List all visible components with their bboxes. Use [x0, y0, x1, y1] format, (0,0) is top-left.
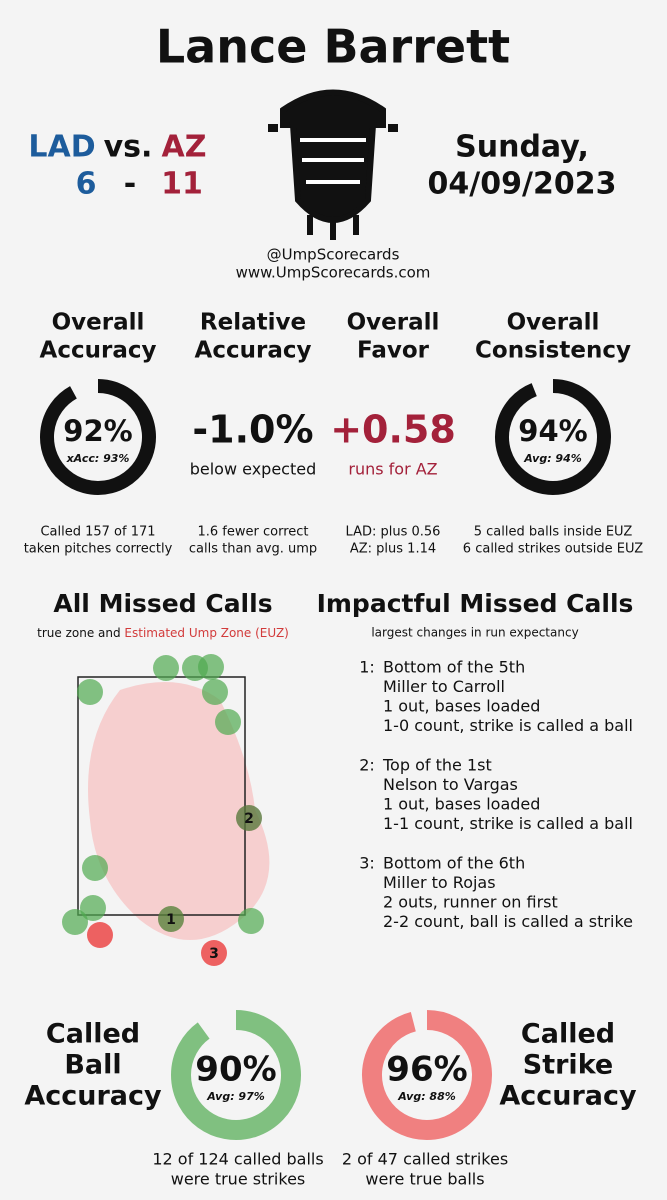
text: calls than avg. ump: [189, 542, 317, 557]
away-score: 6: [76, 167, 97, 202]
dot: [215, 709, 241, 735]
text: xAcc: 93%: [66, 452, 130, 465]
impactful-subtitle: largest changes in run expectancy: [371, 626, 578, 640]
text: Nelson to Vargas: [383, 775, 518, 794]
text: Miller to Carroll: [383, 677, 505, 696]
text: Called: [46, 1019, 140, 1050]
away-team: LAD: [28, 130, 95, 165]
text: Top of the 1st: [382, 756, 492, 775]
vs: vs.: [104, 130, 153, 165]
text: Consistency: [475, 338, 631, 364]
text: Favor: [357, 338, 430, 364]
text: Accuracy: [195, 338, 312, 364]
text: taken pitches correctly: [24, 542, 173, 557]
text: Accuracy: [499, 1081, 637, 1112]
date: 04/09/2023: [428, 167, 617, 202]
text: 1-1 count, strike is called a ball: [383, 814, 633, 833]
text: Bottom of the 6th: [383, 854, 525, 873]
text: 90%: [195, 1050, 276, 1090]
title: Lance Barrett: [156, 20, 510, 74]
euz: [88, 682, 270, 940]
home-team: AZ: [162, 130, 207, 165]
dot: [201, 940, 227, 966]
text: below expected: [190, 460, 317, 479]
dot: [153, 655, 179, 681]
text: 2 outs, runner on first: [383, 893, 558, 912]
marker: 3: [209, 946, 219, 962]
text: Relative: [200, 310, 306, 336]
text: 2:: [359, 756, 375, 775]
text: 1.6 fewer correct: [197, 525, 308, 540]
text: Called: [521, 1019, 615, 1050]
text: +0.58: [330, 408, 456, 452]
text: LAD: plus 0.56: [346, 525, 441, 540]
text: Overall: [347, 310, 440, 336]
text: 6 called strikes outside EUZ: [463, 542, 643, 557]
ring-arc: [495, 379, 611, 495]
ring-arc: [40, 379, 156, 495]
text: Overall: [507, 310, 600, 336]
text: 5 called balls inside EUZ: [474, 525, 633, 540]
text: Avg: 94%: [523, 452, 582, 465]
text: Overall: [52, 310, 145, 336]
day: Sunday,: [455, 130, 589, 165]
text: 1 out, bases loaded: [383, 795, 540, 814]
subtitle-red: Estimated Ump Zone (EUZ): [124, 626, 288, 640]
text: 3:: [359, 854, 375, 873]
text: Called 157 of 171: [40, 525, 155, 540]
text: Strike: [523, 1050, 613, 1081]
impactful-title: Impactful Missed Calls: [317, 589, 634, 618]
text: Avg: 88%: [397, 1090, 456, 1103]
dot: [158, 906, 184, 932]
text: 2-2 count, ball is called a strike: [383, 912, 633, 931]
dot: [238, 908, 264, 934]
text: Avg: 97%: [206, 1090, 265, 1103]
mask-icon: [268, 89, 398, 240]
text: were true strikes: [171, 1170, 306, 1189]
text: 2 of 47 called strikes: [342, 1150, 508, 1169]
marker: 1: [166, 912, 176, 928]
text: runs for AZ: [348, 460, 437, 479]
text: Accuracy: [24, 1081, 162, 1112]
dot: [202, 679, 228, 705]
text: 1-0 count, strike is called a ball: [383, 716, 633, 735]
text: Ball: [64, 1050, 121, 1081]
text: Bottom of the 5th: [383, 658, 525, 677]
text: 94%: [518, 414, 587, 448]
dash: -: [124, 167, 136, 202]
text: 1 out, bases loaded: [383, 697, 540, 716]
text: Accuracy: [40, 338, 157, 364]
text: 96%: [386, 1050, 467, 1090]
ring-arc: [362, 1010, 492, 1140]
text: AZ: plus 1.14: [350, 542, 436, 557]
missed-dots: [62, 654, 264, 966]
missed-subtitle: true zone and Estimated Ump Zone (EUZ): [37, 626, 289, 640]
text: -1.0%: [192, 408, 313, 452]
missed-title: All Missed Calls: [53, 589, 272, 618]
text: 12 of 124 called balls: [152, 1150, 323, 1169]
text: 1:: [359, 658, 375, 677]
subtitle: true zone and: [37, 626, 124, 640]
dot: [80, 895, 106, 921]
handle: @UmpScorecards: [267, 246, 400, 264]
text: 92%: [63, 414, 132, 448]
dot: [198, 654, 224, 680]
text: were true balls: [365, 1170, 484, 1189]
dot: [87, 922, 113, 948]
dot: [77, 679, 103, 705]
ring-arc: [171, 1010, 301, 1140]
dot: [236, 805, 262, 831]
marker: 2: [244, 811, 254, 827]
site: www.UmpScorecards.com: [236, 264, 431, 282]
home-score: 11: [161, 167, 203, 202]
text: Miller to Rojas: [383, 873, 496, 892]
dot: [62, 909, 88, 935]
dot: [82, 855, 108, 881]
